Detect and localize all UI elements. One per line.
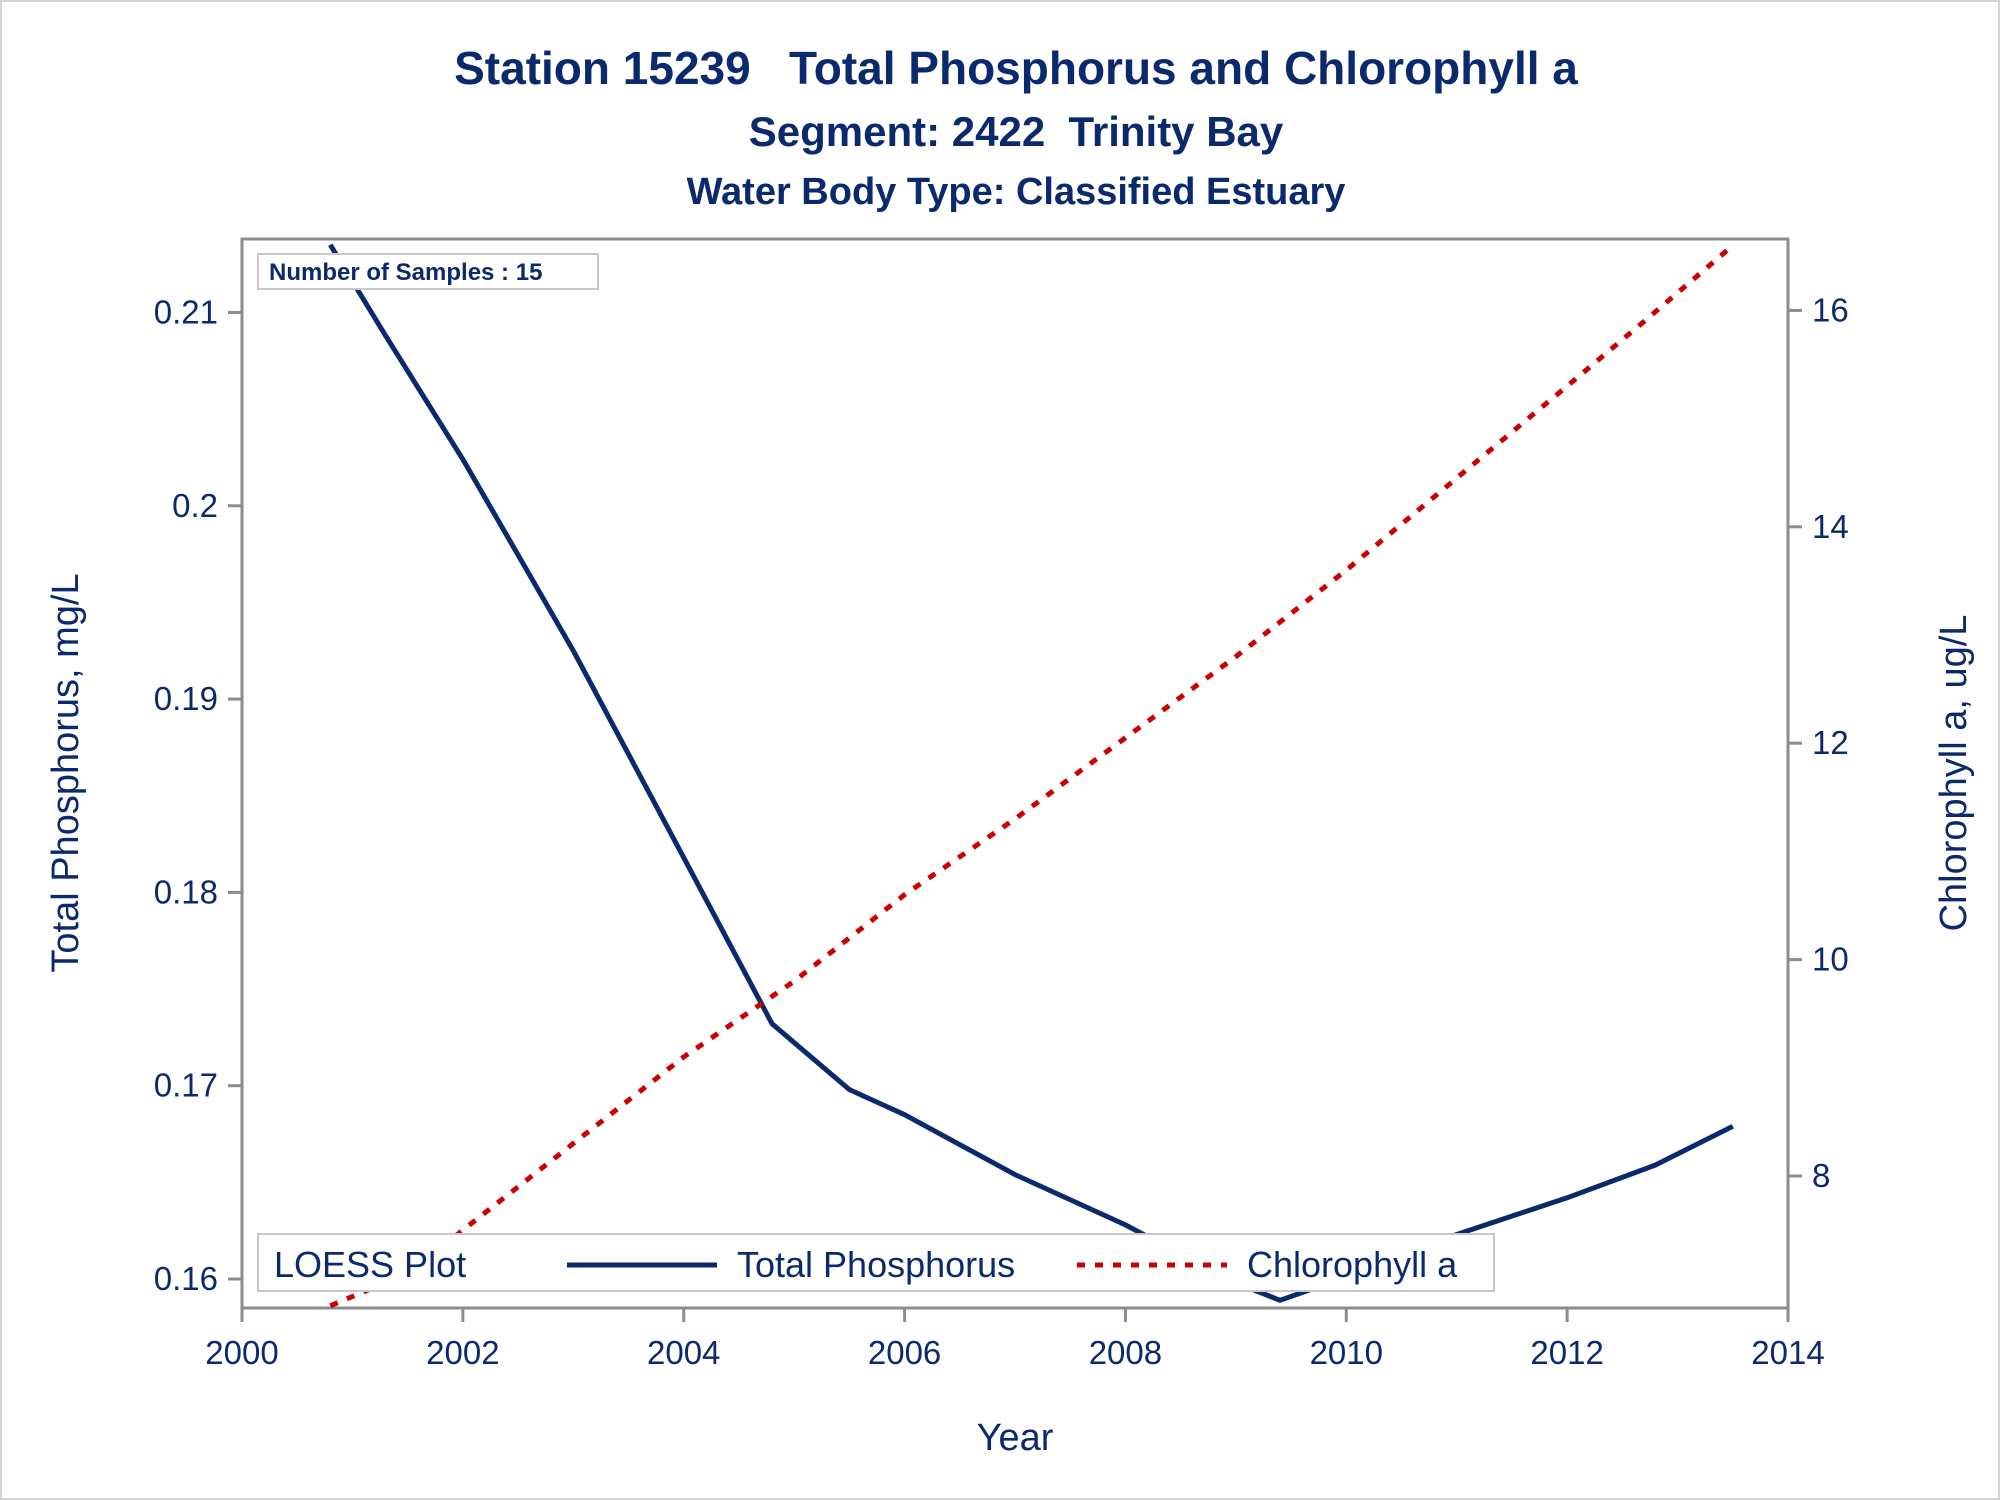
y2-axis-label: Chlorophyll a, ug/L (1933, 615, 1975, 932)
y2-tick-label: 16 (1812, 291, 1849, 328)
series-layer (328, 243, 1735, 1309)
y2-axis-ticks: 8 10 12 14 16 (1788, 291, 1849, 1194)
y2-tick-label: 12 (1812, 724, 1849, 761)
y2-tick-label: 10 (1812, 941, 1849, 978)
y-tick-label: 0.16 (154, 1260, 218, 1297)
samples-inset: Number of Samples : 15 (257, 253, 599, 290)
x-tick-label: 2000 (205, 1334, 278, 1371)
legend-item-chlorophyll: Chlorophyll a (1247, 1244, 1458, 1285)
x-tick-label: 2006 (868, 1334, 941, 1371)
x-tick-label: 2014 (1751, 1334, 1824, 1371)
y2-tick-label: 14 (1812, 508, 1849, 545)
y-tick-label: 0.19 (154, 680, 218, 717)
y-tick-label: 0.21 (154, 293, 218, 330)
x-tick-label: 2012 (1530, 1334, 1603, 1371)
legend-title: LOESS Plot (274, 1244, 466, 1285)
x-axis-label: Year (977, 1417, 1054, 1459)
y-tick-label: 0.17 (154, 1067, 218, 1104)
series-line-phosphorus (328, 243, 1734, 1303)
y-tick-label: 0.2 (172, 487, 218, 524)
samples-label: Number of Samples : 15 (269, 259, 542, 286)
chart-subtitle-2: Water Body Type: Classified Estuary (687, 171, 1346, 213)
x-tick-label: 2008 (1089, 1334, 1162, 1371)
y2-tick-label: 8 (1812, 1157, 1830, 1194)
x-axis-ticks: 2000 2002 2004 2006 2008 2010 2012 2014 (205, 1308, 1825, 1371)
legend: LOESS Plot Total Phosphorus Chlorophyll … (257, 1233, 1495, 1292)
y-axis-ticks: 0.16 0.17 0.18 0.19 0.2 0.21 (154, 293, 242, 1297)
x-tick-label: 2004 (647, 1334, 720, 1371)
plot-area (240, 237, 1790, 1310)
chart-title: Station 15239 Total Phosphorus and Chlor… (454, 42, 1578, 94)
series-line-chlorophyll (329, 243, 1735, 1309)
y-tick-label: 0.18 (154, 873, 218, 910)
y-axis-label: Total Phosphorus, mg/L (45, 573, 87, 972)
x-tick-label: 2010 (1310, 1334, 1383, 1371)
chart-subtitle: Segment: 2422 Trinity Bay (749, 108, 1284, 155)
legend-item-phosphorus: Total Phosphorus (737, 1244, 1015, 1285)
x-tick-label: 2002 (426, 1334, 499, 1371)
